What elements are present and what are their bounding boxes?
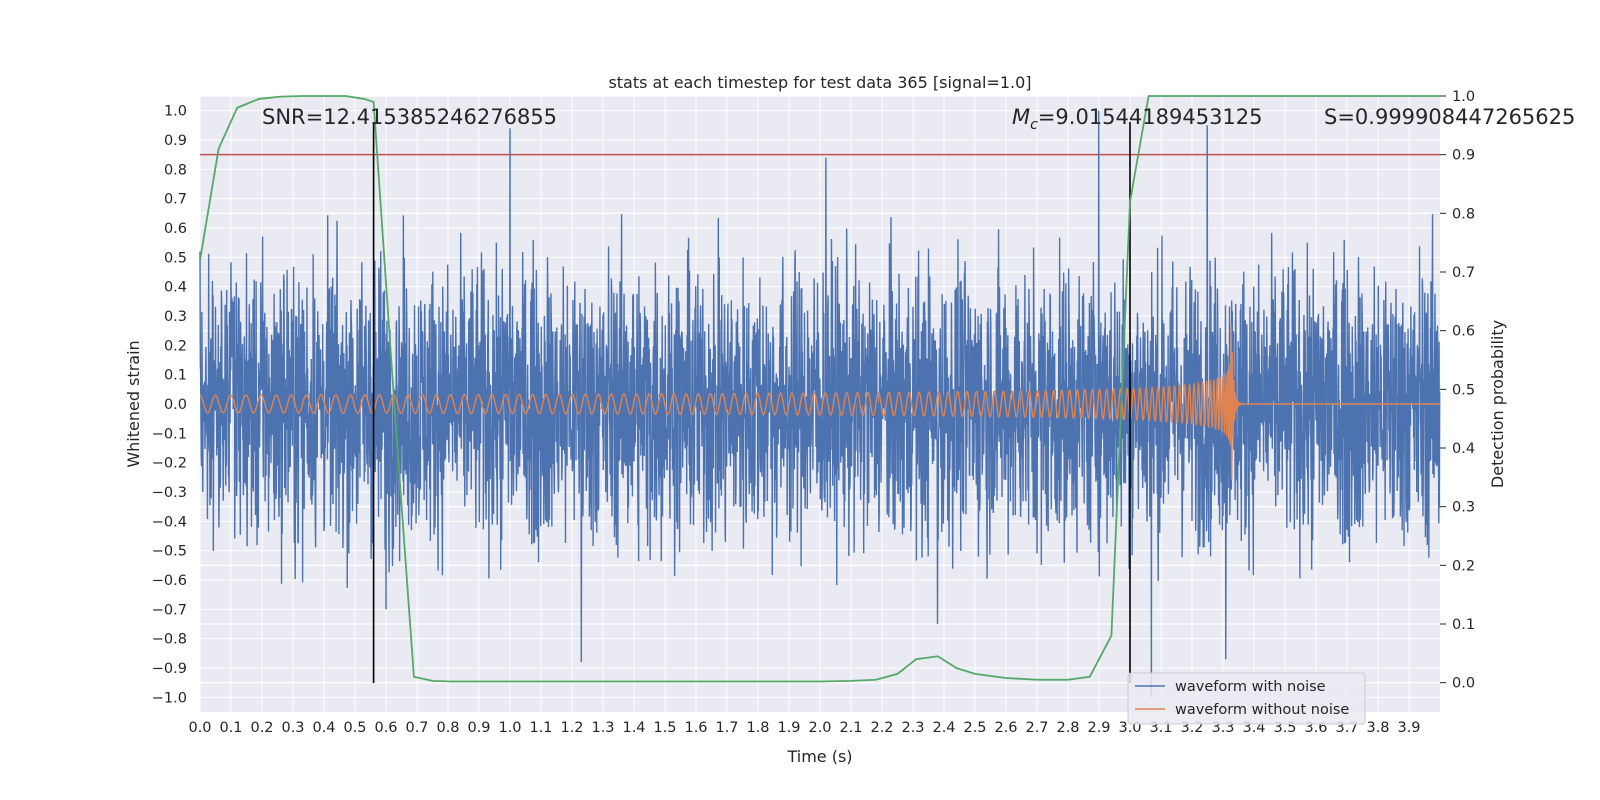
y2-tick-label-7: 0.3 bbox=[1452, 500, 1475, 516]
x-tick-label-23: 2.3 bbox=[901, 720, 924, 736]
x-tick-label-24: 2.4 bbox=[932, 720, 955, 736]
x-tick-label-0: 0.0 bbox=[188, 720, 211, 736]
x-tick-label-27: 2.7 bbox=[1025, 720, 1048, 736]
noise-waveform-line bbox=[199, 110, 1441, 698]
x-tick-label-1: 0.1 bbox=[219, 720, 242, 736]
x-tick-label-7: 0.7 bbox=[405, 720, 428, 736]
x-tick-label-14: 1.4 bbox=[622, 720, 645, 736]
y-tick-label-9: 0.1 bbox=[164, 368, 187, 384]
x-tick-label-28: 2.8 bbox=[1056, 720, 1079, 736]
chirp-mass-value: =9.01544189453125 bbox=[1038, 105, 1263, 129]
s-annotation: S=0.999908447265625 bbox=[1324, 105, 1575, 129]
clean-waveform-line bbox=[199, 325, 1440, 480]
x-tick-label-38: 3.8 bbox=[1366, 720, 1389, 736]
series-waveform-without-noise bbox=[199, 325, 1440, 480]
x-tick-label-25: 2.5 bbox=[963, 720, 986, 736]
y-tick-label-8: 0.2 bbox=[164, 338, 187, 354]
y2-tick-label-0: 1.0 bbox=[1452, 89, 1475, 105]
y2-tick-label-2: 0.8 bbox=[1452, 206, 1475, 222]
x-tick-label-4: 0.4 bbox=[312, 720, 335, 736]
x-tick-label-2: 0.2 bbox=[250, 720, 273, 736]
y-tick-label-4: 0.6 bbox=[164, 221, 187, 237]
x-tick-label-20: 2.0 bbox=[808, 720, 831, 736]
y2-tick-label-3: 0.7 bbox=[1452, 265, 1475, 281]
x-tick-label-9: 0.9 bbox=[467, 720, 490, 736]
y-tick-label-15: −0.5 bbox=[152, 544, 187, 560]
detection-probability-line bbox=[199, 95, 1440, 683]
y-tick-label-14: −0.4 bbox=[152, 514, 187, 530]
chirp-mass-symbol: M bbox=[1012, 105, 1030, 129]
chart-title: stats at each timestep for test data 365… bbox=[608, 73, 1031, 92]
legend-box bbox=[1127, 672, 1366, 725]
x-tick-label-3: 0.3 bbox=[281, 720, 304, 736]
x-tick-label-5: 0.5 bbox=[343, 720, 366, 736]
x-tick-label-22: 2.2 bbox=[870, 720, 893, 736]
x-tick-label-15: 1.5 bbox=[653, 720, 676, 736]
legend: waveform with noise waveform without noi… bbox=[1127, 672, 1366, 725]
y-tick-label-12: −0.2 bbox=[152, 456, 187, 472]
y2-tick-label-9: 0.1 bbox=[1452, 617, 1475, 633]
y-tick-label-10: 0.0 bbox=[164, 397, 187, 413]
x-tick-label-17: 1.7 bbox=[715, 720, 738, 736]
legend-label-noise: waveform with noise bbox=[1175, 679, 1326, 695]
y2-axis-label: Detection probability bbox=[1488, 320, 1507, 488]
x-tick-label-11: 1.1 bbox=[529, 720, 552, 736]
snr-annotation: SNR=12.415385246276855 bbox=[262, 105, 557, 129]
y-tick-label-5: 0.5 bbox=[164, 250, 187, 266]
y-tick-label-0: 1.0 bbox=[164, 104, 187, 120]
y2-tick-label-1: 0.9 bbox=[1452, 148, 1475, 164]
y-tick-label-20: −1.0 bbox=[152, 690, 187, 706]
chirp-mass-annotation: Mc=9.01544189453125 bbox=[1012, 105, 1263, 133]
y-tick-label-2: 0.8 bbox=[164, 162, 187, 178]
y2-tick-label-10: 0.0 bbox=[1452, 676, 1475, 692]
y2-tick-label-4: 0.6 bbox=[1452, 324, 1475, 340]
x-tick-label-10: 1.0 bbox=[498, 720, 521, 736]
x-tick-label-18: 1.8 bbox=[746, 720, 769, 736]
y-tick-label-7: 0.3 bbox=[164, 309, 187, 325]
x-tick-label-6: 0.6 bbox=[374, 720, 397, 736]
y-axis-label: Whitened strain bbox=[124, 340, 143, 467]
x-axis-label: Time (s) bbox=[786, 747, 852, 766]
x-tick-label-13: 1.3 bbox=[591, 720, 614, 736]
y-tick-labels: 1.0 0.9 0.8 0.7 0.6 0.5 0.4 0.3 0.2 0.1 0.0 −0.1 −0.… bbox=[152, 104, 187, 707]
chirp-mass-subscript: c bbox=[1030, 117, 1038, 133]
y-tick-label-13: −0.3 bbox=[152, 485, 187, 501]
x-tick-label-26: 2.6 bbox=[994, 720, 1017, 736]
y2-tick-labels: 1.0 0.9 0.8 0.7 0.6 0.5 0.4 0.3 0.2 0.1 0.0 bbox=[1440, 89, 1475, 692]
y-tick-label-6: 0.4 bbox=[164, 280, 187, 296]
x-tick-label-29: 2.9 bbox=[1087, 720, 1110, 736]
y-tick-label-3: 0.7 bbox=[164, 192, 187, 208]
y-tick-label-11: −0.1 bbox=[152, 426, 187, 442]
x-tick-label-12: 1.2 bbox=[560, 720, 583, 736]
y-tick-label-19: −0.9 bbox=[152, 661, 187, 677]
series-detection-probability bbox=[199, 95, 1440, 683]
y2-tick-label-6: 0.4 bbox=[1452, 441, 1475, 457]
y2-tick-label-5: 0.5 bbox=[1452, 382, 1475, 398]
y-tick-label-18: −0.8 bbox=[152, 632, 187, 648]
y-tick-label-17: −0.7 bbox=[152, 602, 187, 618]
y-tick-label-1: 0.9 bbox=[164, 133, 187, 149]
x-tick-label-39: 3.9 bbox=[1397, 720, 1420, 736]
x-tick-label-21: 2.1 bbox=[839, 720, 862, 736]
legend-label-clean: waveform without noise bbox=[1175, 702, 1349, 718]
x-tick-label-16: 1.6 bbox=[684, 720, 707, 736]
y-tick-label-16: −0.6 bbox=[152, 573, 187, 589]
series-waveform-with-noise bbox=[199, 110, 1441, 698]
y2-tick-label-8: 0.2 bbox=[1452, 558, 1475, 574]
x-tick-label-19: 1.9 bbox=[777, 720, 800, 736]
x-tick-label-8: 0.8 bbox=[436, 720, 459, 736]
